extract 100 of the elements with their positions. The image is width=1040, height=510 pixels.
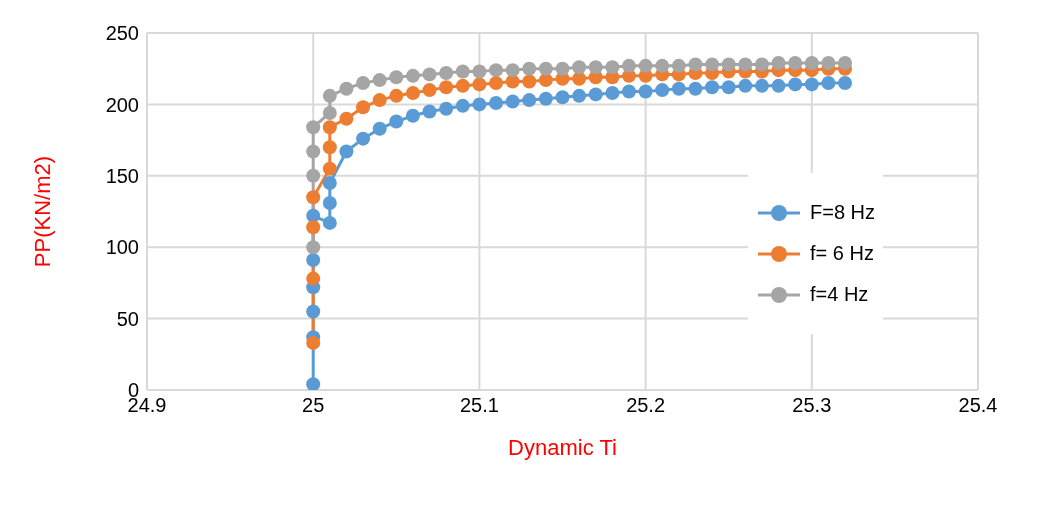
- x-tick-label: 25.1: [459, 394, 499, 417]
- point: [356, 75, 371, 90]
- point: [754, 78, 769, 93]
- point: [439, 65, 454, 80]
- point: [306, 335, 321, 350]
- point: [339, 144, 354, 159]
- point: [306, 271, 321, 286]
- y-tick-label: 150: [105, 164, 139, 187]
- point: [322, 120, 337, 135]
- point: [555, 90, 570, 105]
- point: [306, 220, 321, 235]
- point: [655, 58, 670, 73]
- point: [472, 77, 487, 92]
- point: [821, 75, 836, 90]
- point: [771, 78, 786, 93]
- point: [705, 57, 720, 72]
- point: [472, 64, 487, 79]
- point: [671, 81, 686, 96]
- y-axis-title: PP(KN/m2): [29, 155, 55, 268]
- point: [572, 71, 587, 86]
- point: [306, 190, 321, 205]
- legend-label: f= 6 Hz: [810, 242, 874, 265]
- point: [821, 55, 836, 70]
- point: [405, 85, 420, 100]
- point: [638, 58, 653, 73]
- point: [306, 377, 321, 390]
- point: [389, 88, 404, 103]
- point: [306, 253, 321, 268]
- point: [322, 88, 337, 103]
- y-tick-label: 250: [105, 22, 139, 45]
- point: [621, 58, 636, 73]
- point: [638, 84, 653, 99]
- point: [306, 120, 321, 135]
- point: [721, 80, 736, 95]
- point: [455, 98, 470, 113]
- point: [738, 78, 753, 93]
- point: [538, 73, 553, 88]
- point: [538, 91, 553, 106]
- point: [605, 85, 620, 100]
- point: [389, 70, 404, 85]
- x-tick-label: 25.3: [792, 394, 832, 417]
- point: [721, 57, 736, 72]
- point: [322, 215, 337, 230]
- point: [705, 80, 720, 95]
- point: [655, 83, 670, 98]
- x-axis-title: Dynamic Ti: [508, 435, 617, 460]
- point: [372, 73, 387, 88]
- point: [422, 67, 437, 82]
- x-tick-label: 25.2: [626, 394, 666, 417]
- y-tick-label: 100: [105, 236, 139, 259]
- point: [804, 77, 819, 92]
- point: [522, 93, 537, 108]
- point: [455, 64, 470, 79]
- point: [405, 108, 420, 123]
- legend-label: F=8 Hz: [810, 201, 876, 224]
- legend-label: f=4 Hz: [810, 283, 869, 306]
- point: [505, 63, 520, 78]
- point: [738, 57, 753, 72]
- point: [588, 87, 603, 102]
- point: [439, 101, 454, 116]
- point: [306, 168, 321, 183]
- point: [671, 58, 686, 73]
- point: [489, 63, 504, 78]
- point: [306, 144, 321, 159]
- point: [306, 240, 321, 255]
- point: [788, 55, 803, 70]
- point: [688, 81, 703, 96]
- point: [389, 114, 404, 129]
- point: [322, 140, 337, 155]
- point: [356, 131, 371, 146]
- point: [838, 55, 853, 70]
- point: [422, 83, 437, 98]
- point: [356, 100, 371, 115]
- y-tick-label: 200: [105, 93, 139, 116]
- point: [439, 80, 454, 95]
- point: [322, 105, 337, 120]
- point: [472, 97, 487, 112]
- point: [372, 93, 387, 108]
- point: [522, 61, 537, 76]
- point: [838, 75, 853, 90]
- point: [322, 175, 337, 190]
- point: [306, 304, 321, 319]
- point: [339, 81, 354, 96]
- point: [422, 104, 437, 119]
- point: [572, 88, 587, 103]
- y-tick-label: 50: [116, 307, 139, 330]
- point: [788, 77, 803, 92]
- point: [505, 94, 520, 109]
- point: [489, 75, 504, 90]
- point: [322, 161, 337, 176]
- point: [754, 57, 769, 72]
- point: [588, 60, 603, 75]
- point: [771, 55, 786, 70]
- point: [405, 68, 420, 83]
- point: [555, 61, 570, 76]
- point: [538, 61, 553, 76]
- point: [688, 57, 703, 72]
- point: [621, 84, 636, 99]
- point: [322, 195, 337, 210]
- x-tick-label: 25: [302, 394, 325, 417]
